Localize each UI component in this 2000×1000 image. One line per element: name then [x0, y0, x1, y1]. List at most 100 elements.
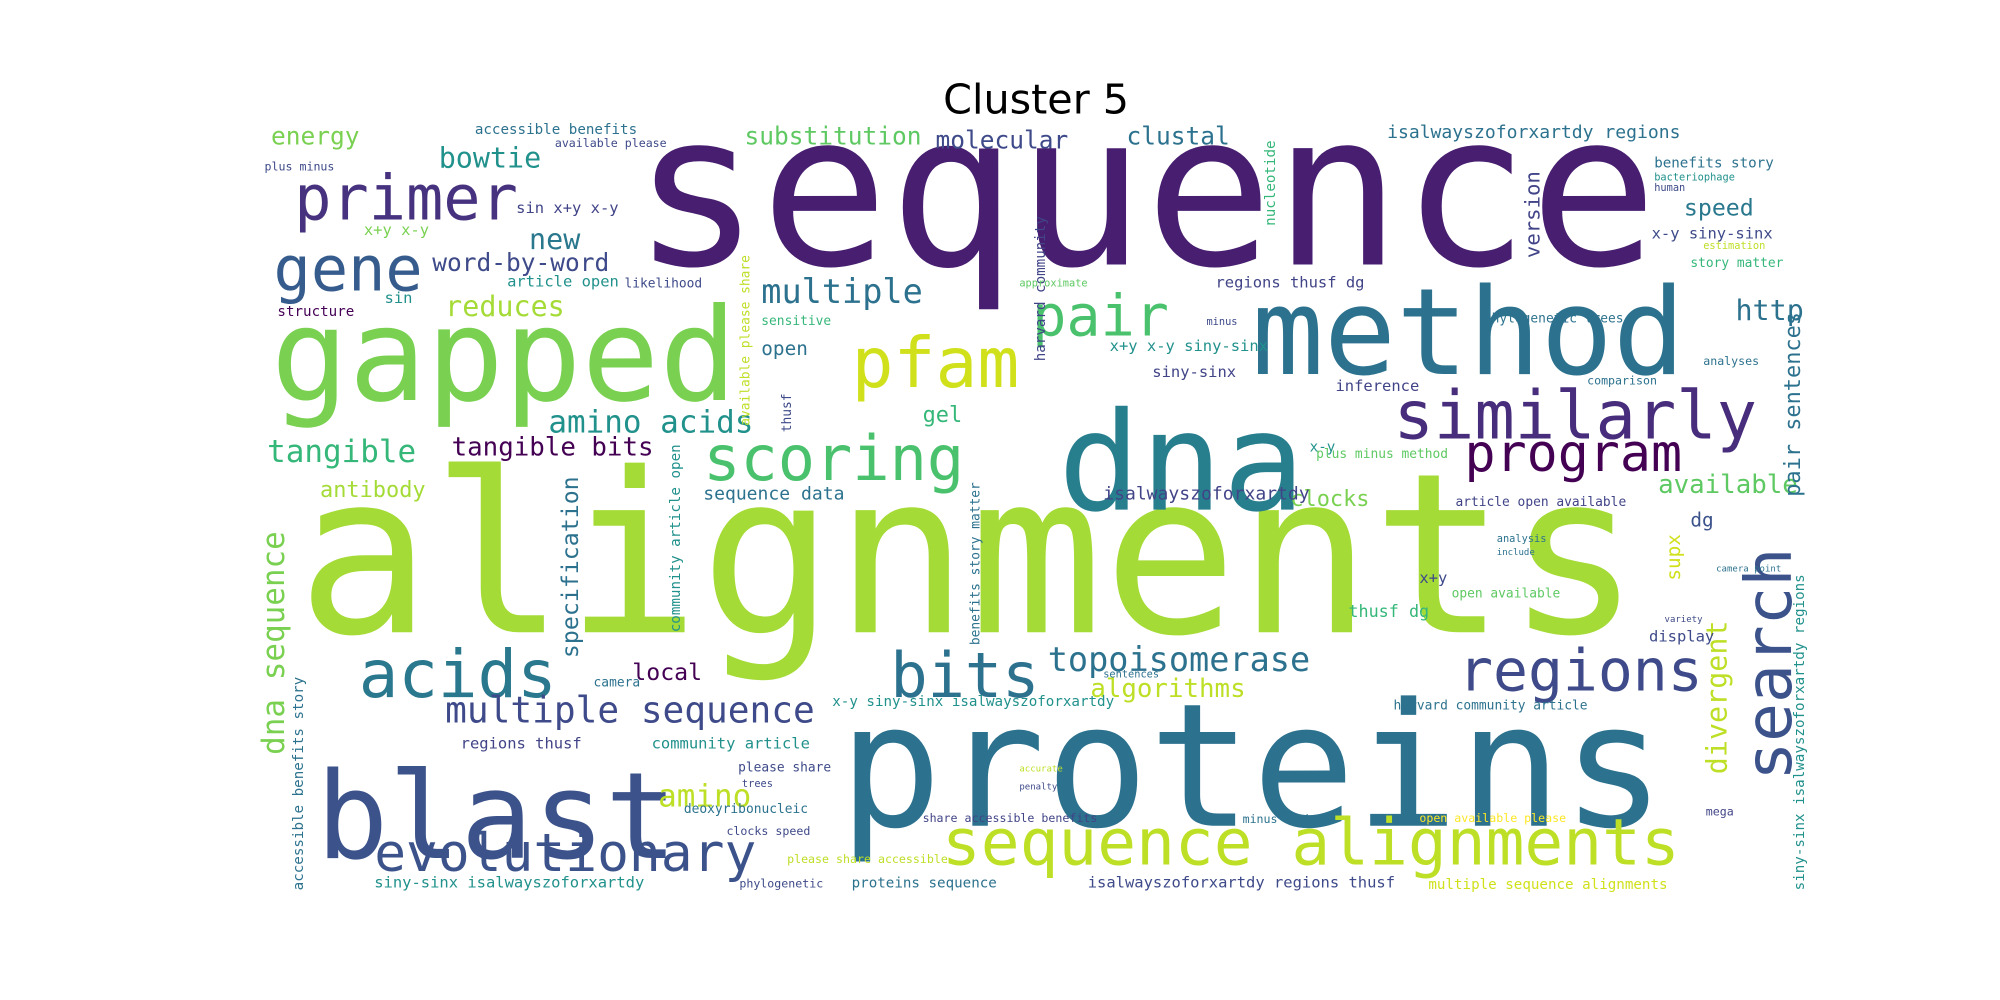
word: multiple sequence alignments: [1428, 877, 1667, 893]
word: nucleotide: [1263, 140, 1279, 225]
word: proteins: [839, 668, 1666, 867]
word: word-by-word: [432, 248, 609, 277]
word: siny-sinx isalwayszoforxartdy: [374, 874, 644, 892]
word: regions: [1458, 636, 1703, 704]
word: isalwayszoforxartdy: [1103, 483, 1310, 504]
word: benefits story matter: [968, 482, 983, 645]
word: dna: [1058, 384, 1305, 543]
word: x+y x-y siny-sinx: [1110, 337, 1268, 355]
word: clocks speed: [726, 824, 810, 838]
word: siny-sinx: [1152, 363, 1236, 381]
word: community article open: [668, 444, 684, 632]
word: benefits story: [1654, 156, 1774, 172]
word: clustal: [1126, 122, 1229, 151]
word: phylogenetic trees: [1484, 312, 1624, 327]
chart-title: Cluster 5: [943, 76, 1129, 124]
word: article open: [507, 272, 619, 290]
word: antibody: [320, 478, 426, 503]
word: tangible: [267, 434, 416, 470]
word: sin: [385, 289, 413, 307]
word: accessible benefits: [475, 122, 637, 138]
word: estimation: [1703, 240, 1765, 252]
word: bacteriophage: [1654, 172, 1735, 184]
word: reduces: [445, 290, 565, 323]
word: likelihood: [625, 277, 703, 292]
word: plus minus method: [1316, 447, 1448, 462]
word: dg: [1690, 508, 1713, 531]
word: approximate: [1019, 277, 1087, 289]
word: thusf: [780, 393, 795, 432]
word: analyses: [1703, 354, 1759, 368]
word: http: [1735, 294, 1803, 327]
word: proteins sequence: [852, 876, 997, 892]
word: evolutionary: [374, 823, 756, 884]
word: plus minus: [265, 159, 335, 173]
word: deoxyribonucleic: [684, 802, 808, 817]
word: thusf dg: [1348, 601, 1429, 621]
word: multiple sequence: [445, 689, 815, 732]
word: harvard community: [1033, 216, 1049, 361]
word: amino: [658, 778, 751, 814]
word: camera: [594, 675, 641, 690]
word: multiple: [761, 272, 923, 311]
word: x-y siny-sinx: [1652, 225, 1773, 243]
word: regions thusf dg: [1215, 274, 1364, 292]
word: pair sentences: [1781, 312, 1806, 497]
word: sequence: [632, 68, 1657, 316]
word: minus: [1206, 316, 1237, 328]
word: please share accessible: [787, 852, 948, 866]
word: phylogenetic: [739, 877, 823, 891]
word: structure: [277, 304, 354, 320]
word: version: [1520, 171, 1544, 258]
word: energy: [271, 122, 360, 151]
word: penalty: [1019, 783, 1058, 793]
word: inference: [1335, 377, 1419, 395]
word: trees: [742, 778, 773, 790]
word: share accessible benefits: [923, 811, 1098, 825]
word: open available please: [1419, 811, 1566, 825]
word: x-y siny-sinx isalwayszoforxartdy: [832, 694, 1114, 710]
word: topoisomerase: [1048, 640, 1310, 679]
word: comparison: [1587, 374, 1657, 388]
word: sensitive: [761, 314, 831, 329]
word: sentences: [1103, 668, 1159, 680]
word: substitution: [745, 122, 922, 151]
word: accurate: [1019, 765, 1062, 775]
word: local: [632, 659, 702, 686]
word: open available: [1452, 586, 1561, 601]
word: available please share: [739, 255, 754, 426]
word: acids: [359, 636, 557, 713]
word: display: [1649, 627, 1714, 645]
word: new: [529, 223, 581, 256]
word: method: [1252, 264, 1685, 403]
word: camera point: [1716, 565, 1781, 575]
word: similarly: [1394, 377, 1757, 455]
word: x+y x-y: [364, 221, 429, 239]
word: story matter: [1690, 256, 1783, 271]
word: community article: [652, 734, 810, 752]
word: regions thusf: [461, 734, 582, 752]
word: article open available: [1455, 495, 1626, 510]
word: open: [761, 337, 808, 360]
word: available: [1658, 470, 1798, 500]
word: clocks: [1290, 487, 1369, 512]
word: gapped: [271, 281, 737, 431]
word: blast: [316, 748, 677, 887]
word: scoring: [703, 423, 964, 495]
word: algorithms: [1090, 674, 1245, 704]
word: isalwayszoforxartdy regions thusf: [1088, 874, 1395, 892]
word: mega: [1706, 804, 1734, 818]
word: sequence alignments: [942, 806, 1680, 881]
word: minus method: [1243, 812, 1327, 826]
word: supx: [1662, 534, 1685, 581]
word: search: [1732, 548, 1807, 781]
word: divergent: [1700, 620, 1733, 774]
word: x-y: [1310, 440, 1336, 456]
word: human: [1654, 182, 1685, 194]
word: alignments: [297, 425, 1641, 685]
word: include: [1497, 548, 1535, 558]
word: molecular: [935, 125, 1068, 154]
